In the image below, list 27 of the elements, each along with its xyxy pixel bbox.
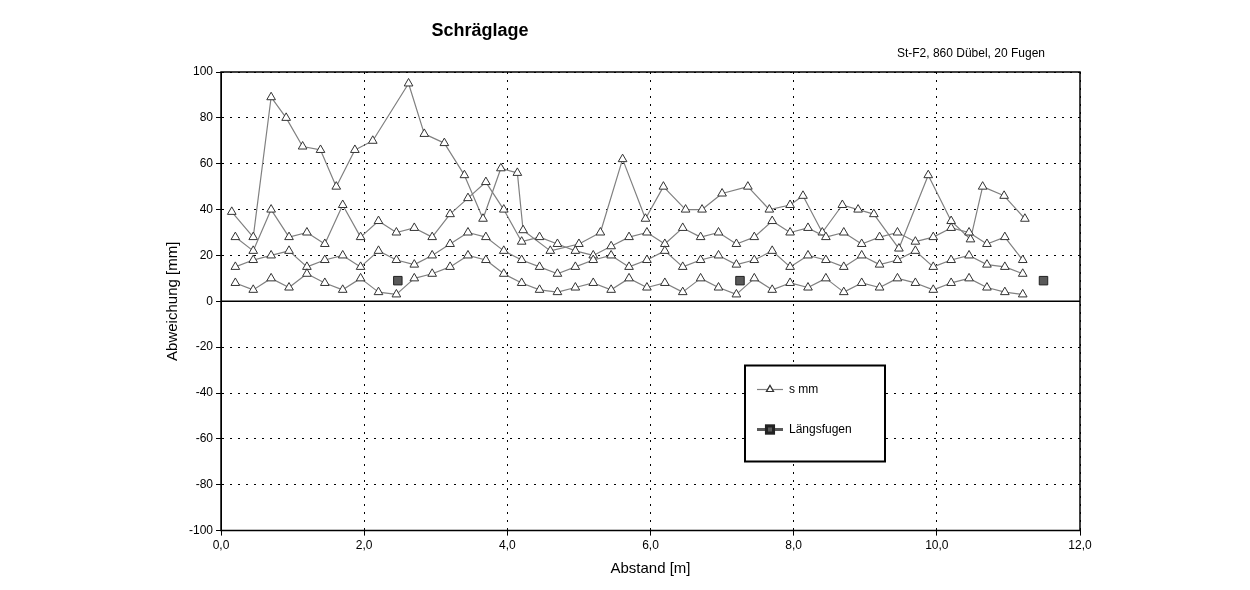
y-tick-label: 40 bbox=[199, 201, 214, 216]
point bbox=[735, 275, 745, 286]
y-tick-label: 60 bbox=[199, 156, 214, 171]
y-tick-label: 100 bbox=[192, 64, 214, 79]
point bbox=[393, 275, 403, 286]
x-tick-label: 0,0 bbox=[212, 538, 230, 553]
x-tick-label: 8,0 bbox=[785, 538, 803, 553]
y-tick-label: 0 bbox=[206, 293, 214, 308]
point bbox=[1038, 275, 1049, 286]
y-tick-label: -20 bbox=[195, 339, 214, 354]
x-tick-label: 12,0 bbox=[1068, 538, 1092, 553]
y-tick-label: -80 bbox=[195, 477, 214, 492]
x-tick-label: 6,0 bbox=[642, 538, 660, 553]
y-tick-label: 80 bbox=[199, 110, 214, 125]
y-tick-label: -40 bbox=[195, 385, 214, 400]
y-tick-label: -100 bbox=[188, 522, 214, 537]
x-tick-label: 10,0 bbox=[925, 538, 949, 553]
legend-label: Längsfugen bbox=[789, 421, 852, 436]
legend-label: s mm bbox=[789, 381, 819, 396]
chart-subtitle: St-F2, 860 Dübel, 20 Fugen bbox=[896, 46, 1045, 60]
x-tick-label: 2,0 bbox=[355, 538, 373, 553]
y-axis-title: Abweichung [mm] bbox=[163, 241, 181, 361]
y-tick-label: -60 bbox=[195, 431, 214, 446]
chart-title: Schräglage bbox=[430, 20, 530, 41]
x-tick-label: 4,0 bbox=[499, 538, 517, 553]
y-tick-label: 20 bbox=[199, 247, 214, 262]
x-axis-title: Abstand [m] bbox=[610, 559, 691, 577]
